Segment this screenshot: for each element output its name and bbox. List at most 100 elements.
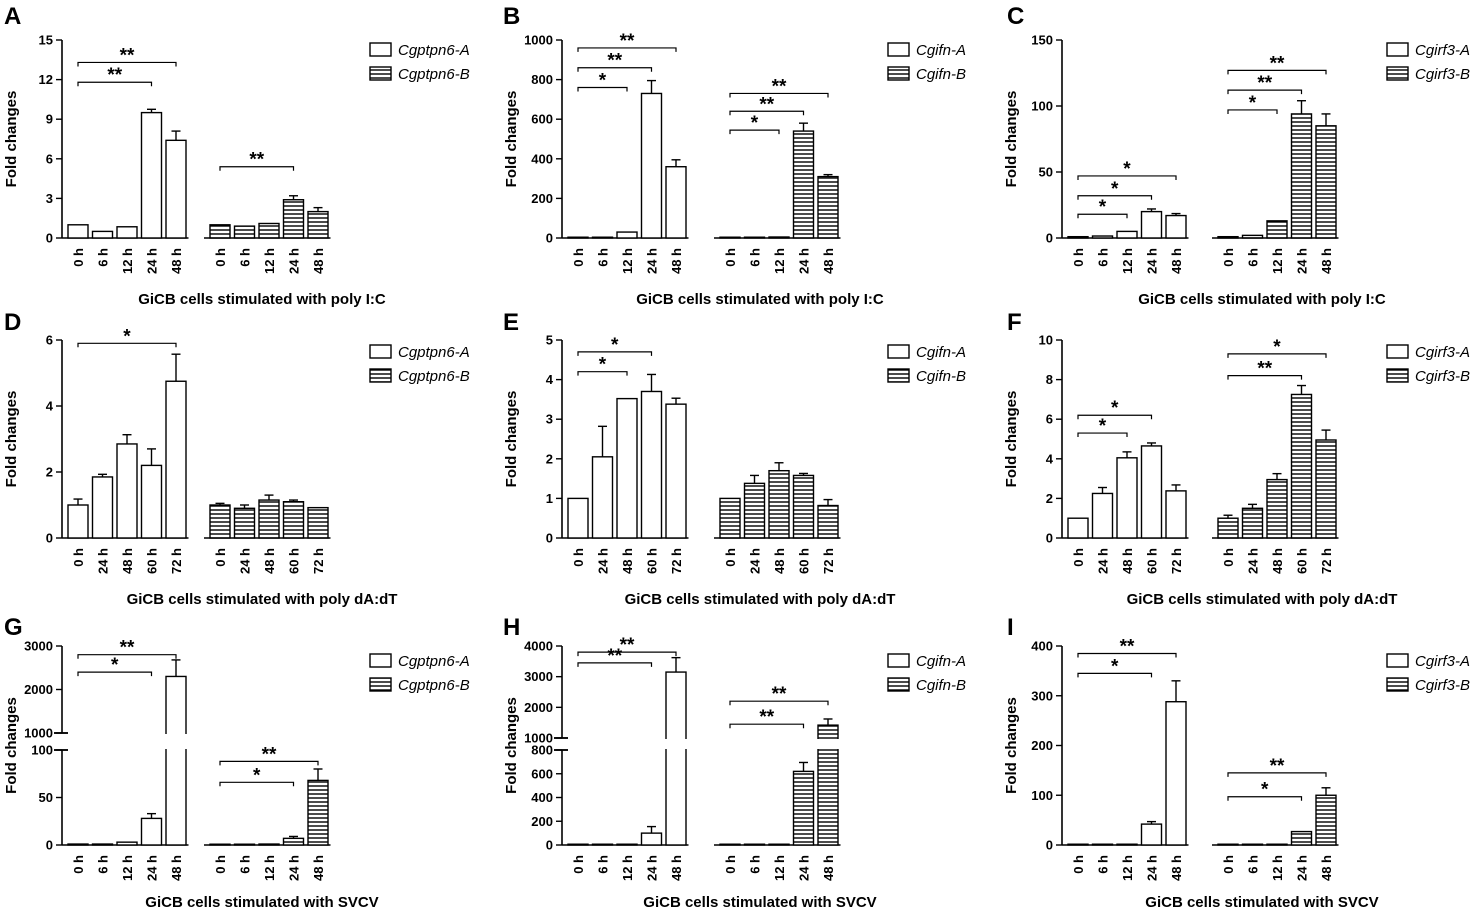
panel-letter: E [503, 309, 519, 336]
bar [67, 504, 89, 539]
x-tick-label: 0 h [571, 548, 586, 567]
legend-label: Cgptpn6-B [398, 368, 470, 385]
x-tick-label: 24 h [1295, 855, 1310, 881]
significance-label: ** [620, 635, 635, 656]
bar [1266, 843, 1288, 846]
x-tick-label: 72 h [169, 548, 184, 574]
bar [567, 236, 589, 239]
legend-swatch [887, 344, 910, 359]
x-tick-label: 12 h [262, 855, 277, 881]
x-axis-title: GiCB cells stimulated with poly dA:dT [625, 591, 896, 608]
significance-label: * [751, 113, 759, 134]
legend-swatch [1386, 42, 1409, 57]
bar [1116, 843, 1138, 846]
legend-swatch [887, 66, 910, 81]
bar [1140, 445, 1163, 539]
axis-break-gap [564, 739, 854, 749]
bar [1241, 234, 1264, 239]
x-tick-label: 0 h [71, 248, 86, 267]
x-tick-label: 0 h [71, 855, 86, 874]
x-tick-label: 72 h [821, 548, 836, 574]
bar [591, 456, 614, 539]
panel-letter: I [1007, 614, 1014, 641]
bar [233, 843, 256, 846]
bar [258, 222, 280, 239]
legend-swatch [369, 653, 392, 668]
legend-swatch [1386, 344, 1409, 359]
x-tick-label: 0 h [213, 548, 228, 567]
significance-label: * [253, 765, 261, 786]
x-tick-label: 6 h [596, 855, 611, 874]
significance-label: ** [607, 646, 622, 667]
legend-label: Cgptpn6-B [398, 66, 470, 83]
y-axis-title: Fold changes [3, 391, 20, 488]
legend-label: Cgptpn6-A [398, 653, 470, 670]
bar [1116, 457, 1138, 539]
y-tick-label: 3000 [24, 639, 53, 654]
y-tick-label: 150 [1031, 33, 1053, 48]
x-tick-label: 6 h [238, 248, 253, 267]
y-tick-label: 4000 [524, 639, 553, 654]
x-tick-label: 60 h [287, 548, 302, 574]
significance-label: * [1111, 179, 1119, 200]
x-tick-label: 24 h [748, 548, 763, 574]
bar [1116, 230, 1138, 239]
significance-label: ** [759, 707, 774, 728]
bar [1315, 125, 1337, 239]
significance-label: * [611, 335, 619, 356]
legend-label: Cgifn-B [916, 677, 966, 694]
x-tick-label: 48 h [821, 855, 836, 881]
y-tick-label: 6 [46, 333, 53, 348]
bar [307, 506, 329, 539]
bar [116, 443, 138, 539]
y-tick-label: 200 [1031, 738, 1053, 753]
y-tick-label: 10 [1039, 333, 1053, 348]
significance-bracket [77, 61, 177, 67]
x-tick-label: 48 h [1270, 548, 1285, 574]
y-tick-label: 6 [46, 151, 53, 166]
significance-bracket [1227, 109, 1278, 114]
x-tick-label: 0 h [723, 548, 738, 567]
bar [258, 843, 280, 846]
significance-label: ** [620, 31, 635, 52]
bar [165, 380, 187, 539]
x-tick-label: 48 h [169, 248, 184, 274]
significance-bracket [1077, 652, 1177, 658]
bar [743, 843, 766, 846]
legend-label: Cgifn-A [916, 653, 966, 670]
x-tick-label: 24 h [797, 855, 812, 881]
x-axis-title: GiCB cells stimulated with poly I:C [138, 291, 386, 308]
bar [91, 230, 114, 239]
significance-label: * [1111, 398, 1119, 419]
bar [719, 497, 741, 539]
legend-swatch [369, 368, 392, 383]
x-tick-label: 60 h [797, 548, 812, 574]
x-tick-label: 24 h [645, 248, 660, 274]
bar [1241, 507, 1264, 539]
significance-bracket [1227, 353, 1327, 358]
significance-bracket [577, 651, 677, 657]
x-tick-label: 48 h [620, 548, 635, 574]
legend-swatch [887, 368, 910, 383]
x-tick-label: 6 h [748, 248, 763, 267]
bar [1067, 843, 1089, 846]
x-tick-label: 6 h [96, 248, 111, 267]
significance-bracket [1077, 672, 1153, 678]
x-tick-label: 24 h [645, 855, 660, 881]
legend-label: Cgirf3-B [1415, 677, 1470, 694]
x-axis-title: GiCB cells stimulated with poly I:C [636, 291, 884, 308]
panel-letter: C [1007, 3, 1024, 30]
y-tick-label: 0 [1046, 838, 1053, 853]
bar [1315, 439, 1337, 539]
y-tick-label: 1000 [24, 726, 53, 741]
x-tick-label: 48 h [1169, 855, 1184, 881]
significance-label: * [599, 71, 607, 92]
x-tick-label: 24 h [287, 248, 302, 274]
panel-b: B 0 200 400 600 800 1000 Fold changes 0 h 6 h 12 h… [503, 3, 966, 308]
y-tick-label: 2000 [24, 682, 53, 697]
bar [1091, 235, 1114, 239]
bar [616, 231, 638, 239]
x-tick-label: 24 h [1145, 855, 1160, 881]
bar [282, 837, 305, 846]
